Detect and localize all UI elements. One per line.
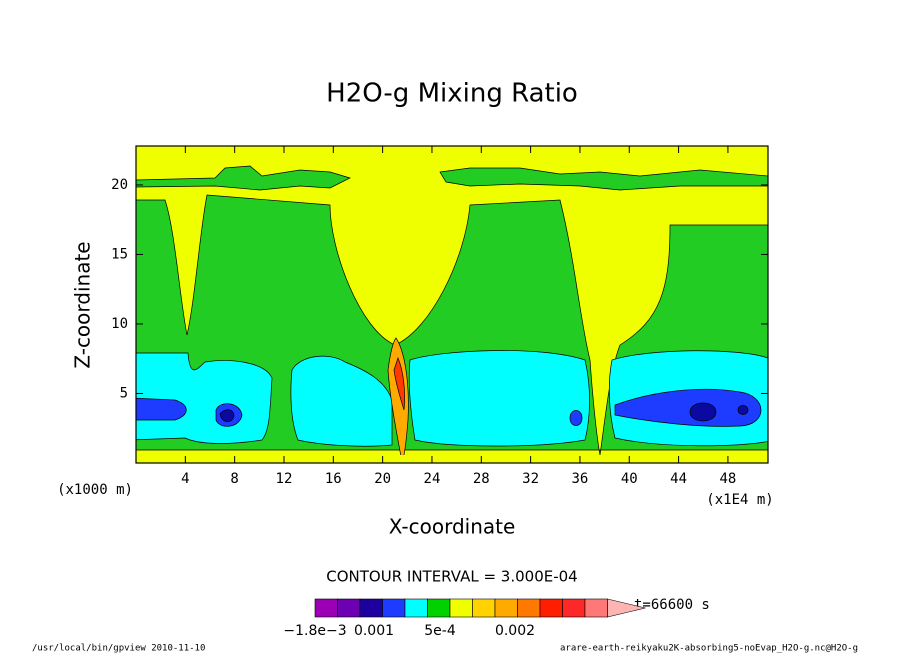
x-tick-label: 40 bbox=[621, 471, 638, 487]
x-tick-label: 20 bbox=[374, 471, 391, 487]
region bbox=[136, 350, 768, 447]
x-tick-label: 16 bbox=[325, 471, 342, 487]
contour-field bbox=[136, 146, 768, 463]
x-tick-label: 36 bbox=[572, 471, 589, 487]
colorbar-box bbox=[517, 598, 541, 618]
colorbar-label: 0.001 bbox=[354, 623, 394, 639]
region bbox=[219, 402, 749, 423]
colorbar-box bbox=[404, 598, 428, 618]
region bbox=[136, 165, 768, 191]
contour-interval: CONTOUR INTERVAL = 3.000E-04 bbox=[326, 568, 577, 586]
colorbar: −1.8e−3 0.001 5e-4 0.002 bbox=[283, 598, 646, 639]
x-tick-label: 24 bbox=[424, 471, 441, 487]
colorbar-box bbox=[539, 598, 563, 618]
colorbar-box bbox=[472, 598, 496, 618]
footer-right: arare-earth-reikyaku2K-absorbing5-noEvap… bbox=[560, 644, 858, 654]
colorbar-label: 5e-4 bbox=[424, 623, 456, 639]
region bbox=[393, 357, 405, 411]
x-tick-label: 32 bbox=[522, 471, 539, 487]
region bbox=[136, 455, 768, 463]
x-tick-label: 12 bbox=[276, 471, 293, 487]
y-unit: (x1000 m) bbox=[57, 482, 133, 498]
time-label: t=66600 s bbox=[634, 597, 710, 613]
x-tick-label: 48 bbox=[719, 471, 736, 487]
x-tick-label: 8 bbox=[230, 471, 238, 487]
region bbox=[136, 388, 762, 427]
y-tick-label: 15 bbox=[111, 246, 128, 262]
colorbar-box bbox=[584, 598, 608, 618]
colorbar-box bbox=[382, 598, 406, 618]
x-unit: (x1E4 m) bbox=[706, 492, 773, 508]
y-tick-label: 10 bbox=[111, 316, 128, 332]
colorbar-box bbox=[494, 598, 518, 618]
x-tick-label: 44 bbox=[670, 471, 687, 487]
footer-left: /usr/local/bin/gpview 2010-11-10 bbox=[32, 644, 205, 654]
y-axis-label: Z-coordinate bbox=[71, 241, 95, 368]
colorbar-box bbox=[562, 598, 586, 618]
colorbar-label: −1.8e−3 bbox=[283, 623, 346, 639]
x-tick-label: 4 bbox=[181, 471, 189, 487]
x-tick-label: 28 bbox=[473, 471, 490, 487]
chart-title: H2O-g Mixing Ratio bbox=[326, 79, 578, 109]
colorbar-box bbox=[337, 598, 361, 618]
colorbar-box bbox=[314, 598, 338, 618]
y-tick-label: 20 bbox=[111, 177, 128, 193]
colorbar-box bbox=[359, 598, 383, 618]
plot-frame bbox=[135, 145, 769, 464]
y-tick-label: 5 bbox=[120, 385, 128, 401]
colorbar-arrow bbox=[607, 598, 646, 618]
x-axis-label: X-coordinate bbox=[389, 515, 516, 539]
colorbar-label: 0.002 bbox=[495, 623, 535, 639]
colorbar-box bbox=[449, 598, 473, 618]
colorbar-box bbox=[427, 598, 451, 618]
